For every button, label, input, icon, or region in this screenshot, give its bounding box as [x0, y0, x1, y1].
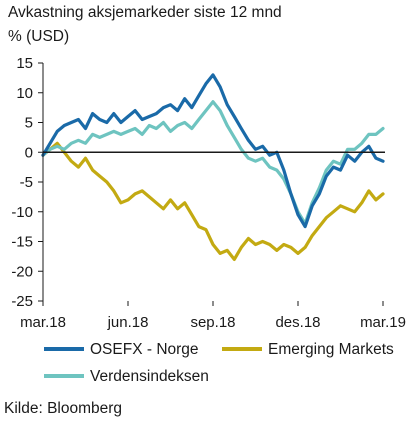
y-axis-ticks: 15 10 5 0 -5 -10 -15 -20 -25 — [11, 55, 43, 310]
x-axis-ticks: mar.18 jun.18 sep.18 des.18 mar.19 — [20, 301, 406, 331]
legend-label: Verdensindeksen — [90, 368, 209, 385]
x-tick-label: des.18 — [275, 314, 320, 331]
x-tick-label: mar.18 — [20, 314, 66, 331]
series-line-emerging-markets — [41, 141, 385, 261]
series-layer — [41, 73, 385, 261]
x-tick-label: sep.18 — [190, 314, 235, 331]
legend-label: OSEFX - Norge — [90, 341, 199, 358]
y-tick-label: -5 — [20, 174, 33, 191]
legend: OSEFX - Norge Emerging Markets Verdensinde… — [44, 341, 394, 385]
legend-label: Emerging Markets — [268, 341, 394, 358]
y-axis-unit-label: % (USD) — [8, 28, 70, 45]
y-tick-label: -15 — [11, 234, 33, 251]
y-tick-label: 5 — [25, 115, 33, 132]
x-tick-label: jun.18 — [107, 314, 149, 331]
y-tick-label: 0 — [25, 144, 33, 161]
series-line-verdensindeksen — [41, 100, 385, 226]
series-line-osefx-norge — [41, 73, 385, 229]
y-tick-label: 15 — [16, 55, 33, 72]
y-tick-label: -25 — [11, 293, 33, 310]
x-tick-label: mar.19 — [360, 314, 406, 331]
y-tick-label: 10 — [16, 85, 33, 102]
y-tick-label: -20 — [11, 263, 33, 280]
y-tick-label: -10 — [11, 204, 33, 221]
chart-title: Avkastning aksjemarkeder siste 12 mnd — [8, 4, 282, 21]
source-note: Kilde: Bloomberg — [4, 400, 123, 417]
